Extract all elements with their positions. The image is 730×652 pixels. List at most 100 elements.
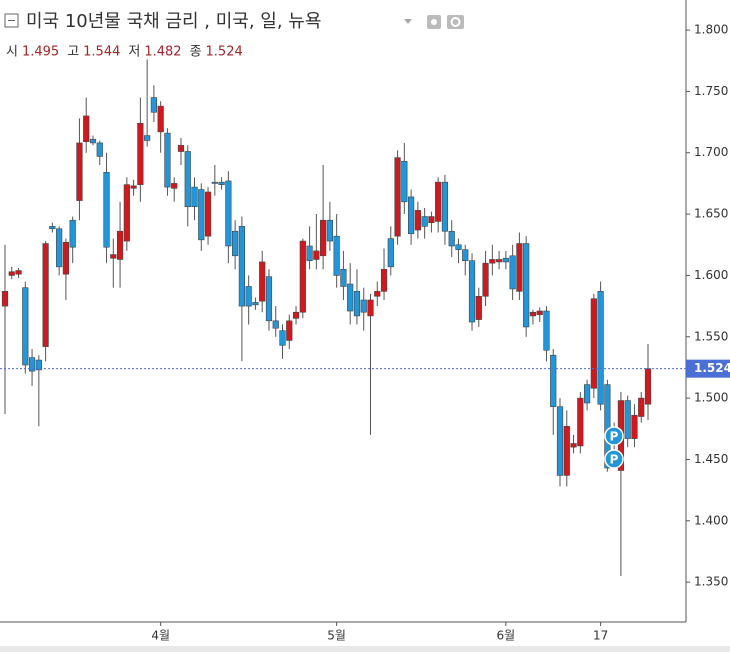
candle-body (489, 259, 496, 264)
y-tick-label: 1.350 (694, 575, 728, 589)
candle-body (49, 226, 56, 230)
candle-body (83, 115, 90, 142)
candle-body (577, 397, 584, 447)
candle-body (380, 268, 388, 292)
collapse-icon[interactable] (4, 13, 19, 28)
candle-body (448, 230, 455, 247)
candle-body (76, 142, 83, 201)
candle-body (22, 287, 29, 366)
candle-body (394, 157, 401, 237)
candle-body (286, 320, 293, 341)
candle-body (1, 291, 9, 307)
candle-body (245, 286, 252, 307)
x-tick-label: 17 (593, 629, 608, 643)
annotation-label: P (610, 453, 619, 467)
candle-body (509, 255, 516, 290)
candle-body (15, 270, 22, 275)
gear-icon[interactable] (447, 15, 464, 29)
x-tick-label: 5월 (327, 629, 346, 643)
candle-body (144, 135, 151, 141)
candle-body (414, 210, 421, 231)
candle-body (171, 183, 178, 189)
candle-body (56, 228, 63, 268)
candle-body (340, 268, 347, 287)
candle-body (502, 257, 509, 263)
candle-body (604, 384, 611, 469)
candle-body (110, 254, 117, 259)
candle-body (638, 397, 645, 417)
candle-body (198, 189, 205, 241)
x-tick-label: 6월 (497, 629, 516, 643)
candle-body (367, 299, 374, 317)
ohlc-header: 시 1.495 고 1.544 저 1.482 종 1.524 (6, 45, 243, 60)
annotation-marker (604, 449, 624, 469)
candle-body (347, 283, 354, 312)
ohlc-value: 1.495 (22, 45, 59, 60)
candle-body (360, 299, 367, 313)
candle-body (644, 368, 652, 405)
candle-body (299, 240, 306, 313)
candle-body (89, 138, 97, 144)
candle-body (184, 151, 191, 208)
candle-body (211, 181, 218, 184)
chart-title: 미국 10년물 국채 금리 , 미국, 일, 뉴욕 (26, 11, 321, 32)
candle-body (272, 320, 279, 329)
candle-body (516, 243, 523, 292)
y-tick-label: 1.600 (694, 268, 728, 282)
candle-body (164, 132, 171, 188)
candle-body (218, 181, 225, 185)
candle-body (475, 295, 482, 320)
candle-body (232, 230, 239, 257)
candle-body (401, 161, 408, 203)
candle-body (279, 330, 286, 346)
candle-body (631, 414, 638, 439)
candle-body (529, 311, 537, 317)
candle-body (292, 311, 300, 319)
ohlc-value: 1.482 (144, 45, 181, 60)
scrollbar (0, 646, 730, 652)
settings-icon-dot (431, 19, 437, 25)
candle-body (428, 216, 435, 223)
candle-body (563, 426, 570, 476)
candle-body (28, 357, 36, 372)
ohlc-label: 저 (128, 45, 140, 60)
candle-body (265, 276, 273, 322)
ohlc-value: 1.524 (206, 45, 243, 60)
candle-body (455, 244, 462, 250)
candle-body (462, 249, 469, 262)
y-tick-label: 1.400 (694, 513, 728, 527)
candle-body (62, 241, 70, 275)
candle-body (225, 180, 232, 247)
candle-body (333, 235, 340, 276)
candle-body (387, 238, 394, 268)
dropdown-arrow[interactable] (404, 19, 412, 24)
candle-body (137, 122, 144, 185)
candle-body (468, 260, 476, 323)
candle-body (177, 145, 185, 152)
ohlc-value: 1.544 (83, 45, 120, 60)
candle-body (583, 384, 591, 404)
candle-body (597, 291, 604, 405)
candle-body (96, 142, 103, 157)
candle-body (570, 443, 577, 448)
y-tick-label: 1.650 (694, 207, 728, 221)
candle-body (550, 354, 557, 407)
last-price-label: 1.524 (694, 361, 730, 375)
y-tick-label: 1.700 (694, 145, 728, 159)
candle-body (130, 185, 137, 189)
candle-body (536, 310, 543, 315)
annotation-label: P (610, 430, 619, 444)
y-tick-label: 1.450 (694, 452, 728, 466)
candle-body (624, 400, 631, 439)
ohlc-label: 종 (190, 45, 202, 60)
last-price-box (686, 359, 730, 378)
candle-body (441, 181, 449, 232)
candle-body (590, 298, 597, 389)
candle-body (435, 181, 442, 222)
candle-body (408, 196, 415, 235)
candle-body (523, 243, 530, 328)
candle-body (482, 262, 489, 297)
candle-body (495, 259, 503, 263)
ohlc-label: 고 (67, 45, 79, 60)
